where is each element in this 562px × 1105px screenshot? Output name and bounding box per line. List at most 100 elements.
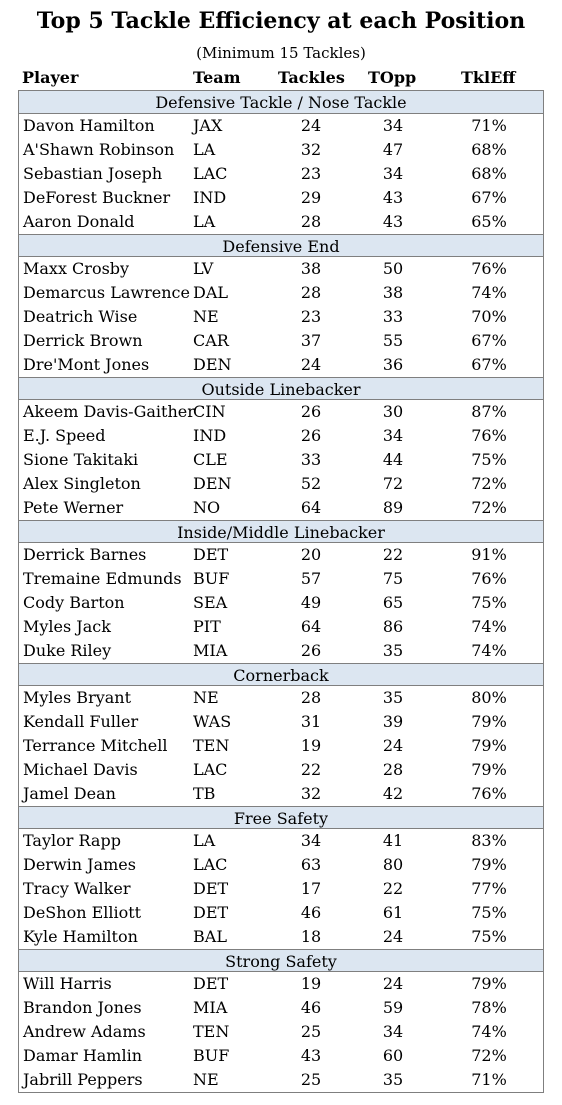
cell-topp: 89	[382, 498, 404, 517]
cell-tackles: 46	[300, 998, 322, 1017]
cell-tkleff: 83%	[471, 831, 507, 850]
cell-team: WAS	[193, 712, 232, 731]
cell-team: LA	[193, 140, 216, 159]
table-row: Derrick Barnes DET 20 22 91%	[19, 543, 543, 567]
column-header-topp: TOpp	[368, 68, 417, 87]
cell-team: DET	[193, 974, 229, 993]
cell-tkleff: 74%	[471, 617, 507, 636]
cell-tackles: 34	[300, 831, 322, 850]
cell-topp: 22	[382, 545, 404, 564]
cell-team: DAL	[193, 283, 229, 302]
table-row: Myles Jack PIT 64 86 74%	[19, 615, 543, 639]
cell-topp: 61	[382, 903, 404, 922]
column-header-player: Player	[22, 68, 79, 87]
cell-tkleff: 72%	[471, 498, 507, 517]
cell-topp: 24	[382, 736, 404, 755]
cell-team: DET	[193, 545, 229, 564]
cell-team: MIA	[193, 998, 228, 1017]
column-header-team: Team	[193, 68, 241, 87]
section-header: Defensive Tackle / Nose Tackle	[19, 91, 543, 114]
cell-tackles: 28	[300, 283, 322, 302]
cell-team: BUF	[193, 569, 230, 588]
section-header: Strong Safety	[19, 949, 543, 972]
cell-tackles: 31	[300, 712, 322, 731]
table-row: Deatrich Wise NE 23 33 70%	[19, 305, 543, 329]
cell-topp: 22	[382, 879, 404, 898]
section-header: Cornerback	[19, 663, 543, 686]
cell-topp: 34	[382, 426, 404, 445]
cell-team: SEA	[193, 593, 228, 612]
cell-tackles: 43	[300, 1046, 322, 1065]
cell-tackles: 32	[300, 784, 322, 803]
cell-tkleff: 72%	[471, 474, 507, 493]
cell-player: Michael Davis	[23, 760, 138, 779]
cell-tkleff: 74%	[471, 1022, 507, 1041]
cell-team: DEN	[193, 474, 232, 493]
cell-player: Maxx Crosby	[23, 259, 130, 278]
column-header-tkleff: TklEff	[461, 68, 516, 87]
table-row: Terrance Mitchell TEN 19 24 79%	[19, 734, 543, 758]
table-row: Pete Werner NO 64 89 72%	[19, 496, 543, 520]
table-row: Akeem Davis-Gaither CIN 26 30 87%	[19, 400, 543, 424]
table-row: Dre'Mont Jones DEN 24 36 67%	[19, 353, 543, 377]
cell-team: LA	[193, 831, 216, 850]
cell-team: MIA	[193, 641, 228, 660]
cell-tkleff: 76%	[471, 426, 507, 445]
cell-topp: 60	[382, 1046, 404, 1065]
cell-player: Dre'Mont Jones	[23, 355, 150, 374]
cell-topp: 33	[382, 307, 404, 326]
cell-team: LAC	[193, 164, 228, 183]
cell-team: CAR	[193, 331, 229, 350]
cell-tkleff: 75%	[471, 927, 507, 946]
cell-team: LA	[193, 212, 216, 231]
cell-team: DEN	[193, 355, 232, 374]
cell-topp: 36	[382, 355, 404, 374]
cell-topp: 39	[382, 712, 404, 731]
cell-tkleff: 75%	[471, 593, 507, 612]
cell-tkleff: 71%	[471, 116, 507, 135]
cell-player: Pete Werner	[23, 498, 124, 517]
cell-tackles: 49	[300, 593, 322, 612]
cell-player: Brandon Jones	[23, 998, 142, 1017]
cell-player: Deatrich Wise	[23, 307, 138, 326]
cell-topp: 34	[382, 164, 404, 183]
cell-tkleff: 67%	[471, 355, 507, 374]
table-row: Alex Singleton DEN 52 72 72%	[19, 472, 543, 496]
cell-team: NO	[193, 498, 221, 517]
cell-tkleff: 71%	[471, 1070, 507, 1089]
cell-player: Damar Hamlin	[23, 1046, 143, 1065]
cell-player: Will Harris	[23, 974, 112, 993]
cell-player: Sebastian Joseph	[23, 164, 163, 183]
cell-tackles: 38	[300, 259, 322, 278]
table-row: Damar Hamlin BUF 43 60 72%	[19, 1044, 543, 1068]
cell-player: Derwin James	[23, 855, 136, 874]
cell-tkleff: 79%	[471, 736, 507, 755]
cell-tackles: 64	[300, 498, 322, 517]
cell-topp: 35	[382, 688, 404, 707]
cell-tkleff: 67%	[471, 331, 507, 350]
table-row: Kendall Fuller WAS 31 39 79%	[19, 710, 543, 734]
cell-player: E.J. Speed	[23, 426, 106, 445]
cell-tackles: 46	[300, 903, 322, 922]
cell-player: Cody Barton	[23, 593, 125, 612]
cell-topp: 35	[382, 1070, 404, 1089]
table-row: Will Harris DET 19 24 79%	[19, 972, 543, 996]
cell-team: BUF	[193, 1046, 230, 1065]
cell-player: Tremaine Edmunds	[23, 569, 182, 588]
cell-tkleff: 72%	[471, 1046, 507, 1065]
cell-tackles: 22	[300, 760, 322, 779]
cell-player: Duke Riley	[23, 641, 112, 660]
cell-player: Derrick Brown	[23, 331, 143, 350]
cell-tackles: 25	[300, 1022, 322, 1041]
cell-tackles: 52	[300, 474, 322, 493]
cell-topp: 38	[382, 283, 404, 302]
cell-tkleff: 78%	[471, 998, 507, 1017]
cell-team: PIT	[193, 617, 221, 636]
cell-player: Demarcus Lawrence	[23, 283, 190, 302]
cell-player: Kendall Fuller	[23, 712, 139, 731]
table-row: Brandon Jones MIA 46 59 78%	[19, 996, 543, 1020]
cell-team: LAC	[193, 855, 228, 874]
cell-topp: 65	[382, 593, 404, 612]
cell-player: Davon Hamilton	[23, 116, 155, 135]
cell-topp: 50	[382, 259, 404, 278]
